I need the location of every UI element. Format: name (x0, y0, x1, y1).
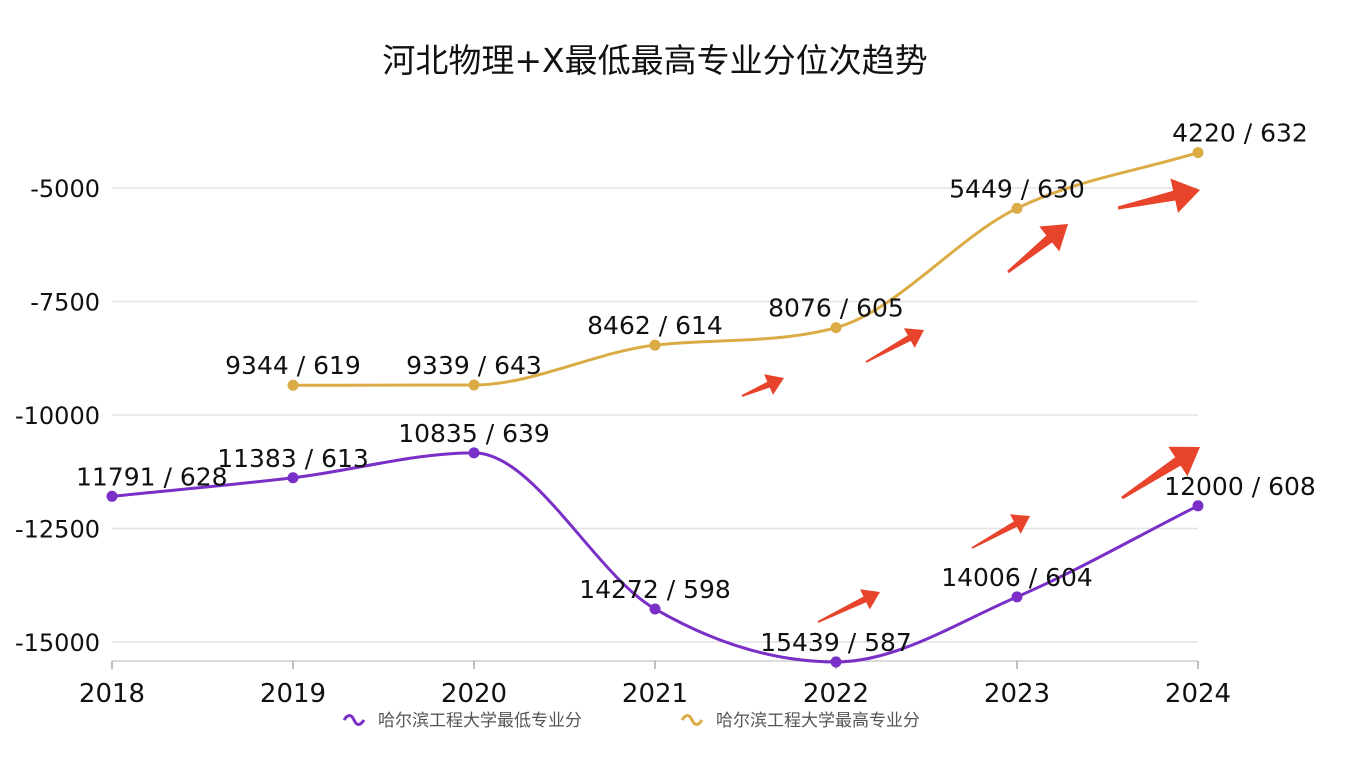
data-point[interactable] (830, 656, 842, 668)
trend-arrow (1117, 178, 1200, 213)
trend-arrow (971, 514, 1030, 549)
trend-arrow (817, 589, 880, 623)
chart-title: 河北物理+X最低最高专业分位次趋势 (382, 41, 927, 80)
y-tick-label: -5000 (30, 175, 100, 203)
data-label: 5449 / 630 (949, 174, 1085, 203)
data-point[interactable] (468, 379, 480, 391)
data-point[interactable] (287, 472, 299, 484)
y-tick-label: -12500 (15, 516, 100, 544)
x-tick-label: 2022 (803, 679, 869, 709)
x-axis: 2018 2019 2020 2021 2022 2023 2024 (79, 660, 1231, 709)
data-point[interactable] (468, 447, 480, 459)
data-point[interactable] (1011, 202, 1023, 214)
data-point[interactable] (106, 490, 118, 502)
legend-symbol (680, 714, 704, 726)
trend-arrow (1121, 446, 1200, 500)
grid-lines (112, 187, 1198, 643)
trend-arrow (1007, 224, 1068, 274)
data-label: 12000 / 608 (1164, 472, 1316, 501)
x-tick-label: 2023 (984, 679, 1050, 709)
legend-item-label[interactable]: 哈尔滨工程大学最低专业分 (378, 711, 582, 731)
y-tick-label: -10000 (15, 402, 100, 430)
data-point[interactable] (1192, 500, 1204, 512)
data-point[interactable] (287, 379, 299, 391)
x-tick-label: 2019 (260, 679, 326, 709)
y-tick-label: -7500 (30, 289, 100, 317)
data-label: 9344 / 619 (225, 351, 361, 380)
data-label: 14006 / 604 (941, 563, 1093, 592)
legend-item-label[interactable]: 哈尔滨工程大学最高专业分 (716, 711, 920, 731)
data-label: 8462 / 614 (587, 311, 723, 340)
trend-arrows (741, 178, 1200, 623)
x-tick-label: 2018 (79, 679, 145, 709)
data-label: 4220 / 632 (1172, 119, 1308, 148)
legend[interactable]: 哈尔滨工程大学最低专业分 哈尔滨工程大学最高专业分 (342, 711, 920, 731)
data-point[interactable] (830, 322, 842, 334)
x-tick-label: 2024 (1165, 679, 1231, 709)
y-tick-label: -15000 (15, 629, 100, 657)
legend-symbol (342, 714, 366, 726)
data-point[interactable] (649, 339, 661, 351)
data-label: 14272 / 598 (579, 575, 731, 604)
data-label: 11791 / 628 (76, 462, 228, 491)
trend-arrow (741, 374, 784, 397)
x-tick-label: 2021 (622, 679, 688, 709)
data-label: 9339 / 643 (406, 351, 542, 380)
y-axis: -5000 -7500 -10000 -12500 -15000 (15, 175, 100, 657)
x-tick-label: 2020 (441, 679, 507, 709)
data-label: 10835 / 639 (398, 419, 550, 448)
data-label: 11383 / 613 (217, 444, 369, 473)
series-line-lowest (111, 451, 1199, 664)
data-label: 8076 / 605 (768, 294, 904, 323)
trend-arrow (865, 328, 924, 363)
data-label: 15439 / 587 (760, 628, 912, 657)
series-line-highest (292, 151, 1199, 387)
data-point[interactable] (1011, 591, 1023, 603)
data-point[interactable] (649, 603, 661, 615)
data-point[interactable] (1192, 147, 1204, 159)
